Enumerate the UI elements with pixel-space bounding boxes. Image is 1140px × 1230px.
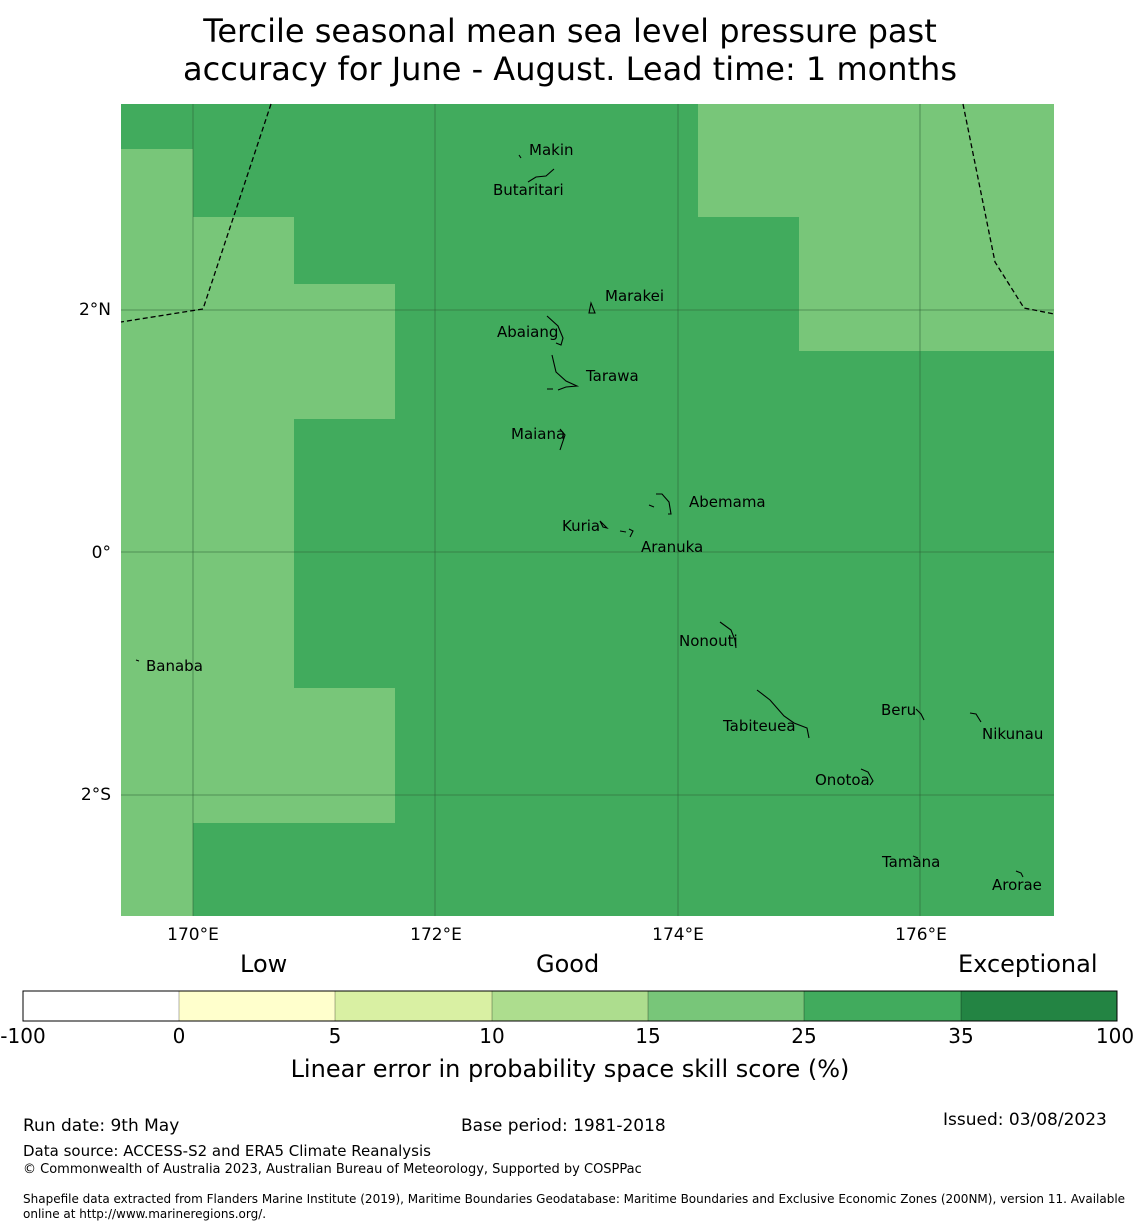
- island-label-banaba: Banaba: [146, 657, 203, 675]
- maiana-outline: [559, 428, 566, 451]
- butaritari-outline: [527, 168, 555, 183]
- tabiteuea-outline: [756, 689, 810, 739]
- axis-labels: 170°E 172°E 174°E 176°E 2°N 0° 2°S: [79, 300, 947, 945]
- island-label-nonouti: Nonouti: [679, 632, 738, 650]
- island-label-nikunau: Nikunau: [982, 725, 1043, 743]
- x-tick-176E: 176°E: [895, 925, 947, 945]
- skill-region-15-25-northeast: [698, 104, 1054, 351]
- colorbar-segment-15-25: [648, 991, 804, 1021]
- colorbar-segment-neg100-0: [23, 991, 179, 1021]
- abaiang-outline: [546, 315, 564, 346]
- island-label-butaritari: Butaritari: [493, 181, 564, 199]
- island-label-tamana: Tamana: [881, 853, 940, 871]
- colorbar: [22, 990, 1118, 1022]
- chart-title-line2: accuracy for June - August. Lead time: 1…: [183, 50, 957, 88]
- data-source: Data source: ACCESS-S2 and ERA5 Climate …: [23, 1142, 431, 1160]
- island-label-abemama: Abemama: [689, 493, 766, 511]
- island-label-onotoa: Onotoa: [815, 771, 870, 789]
- island-label-maiana: Maiana: [511, 425, 565, 443]
- colorbar-title: Linear error in probability space skill …: [290, 1055, 850, 1083]
- beru-outline: [915, 708, 925, 721]
- base-period: Base period: 1981-2018: [461, 1116, 666, 1136]
- x-tick-170E: 170°E: [167, 925, 219, 945]
- colorbar-segment-25-35: [804, 991, 961, 1021]
- colorbar-frame: [22, 990, 1118, 1022]
- shapefile-credit-line1: Shapefile data extracted from Flanders M…: [23, 1192, 1126, 1206]
- chart-title-line1: Tercile seasonal mean sea level pressure…: [203, 12, 937, 50]
- tamana-outline: [912, 855, 919, 859]
- colorbar-segment-10-15: [492, 991, 648, 1021]
- island-label-arorae: Arorae: [992, 876, 1042, 894]
- colorbar-label-low: Low: [240, 950, 288, 978]
- island-label-makin: Makin: [529, 141, 574, 159]
- colorbar-tick: 5: [328, 1024, 342, 1048]
- island-label-tarawa: Tarawa: [585, 367, 639, 385]
- island-label-marakei: Marakei: [605, 287, 664, 305]
- skill-region-15-25-west: [121, 149, 395, 916]
- run-date: Run date: 9th May: [23, 1116, 180, 1136]
- colorbar-tick: 25: [791, 1024, 817, 1048]
- island-outlines: [135, 154, 1024, 878]
- aranuka-outline: [619, 528, 634, 538]
- eez-boundary: [120, 103, 1055, 323]
- makin-outline: [518, 154, 522, 159]
- colorbar-tick: -100: [0, 1024, 46, 1048]
- colorbar-tick: 0: [172, 1024, 186, 1048]
- x-tick-172E: 172°E: [410, 925, 462, 945]
- island-label-kuria: Kuria: [562, 517, 600, 535]
- tarawa-outline: [547, 354, 580, 391]
- colorbar-tick: 35: [948, 1024, 974, 1048]
- colorbar-tick: 15: [635, 1024, 661, 1048]
- island-label-abaiang: Abaiang: [497, 323, 558, 341]
- marakei-outline: [588, 301, 596, 314]
- x-tick-174E: 174°E: [652, 925, 704, 945]
- island-label-aranuka: Aranuka: [641, 538, 703, 556]
- copyright: © Commonwealth of Australia 2023, Austra…: [23, 1162, 642, 1177]
- issued-date: Issued: 03/08/2023: [943, 1110, 1107, 1130]
- colorbar-label-exceptional: Exceptional: [958, 950, 1098, 978]
- island-labels: Makin Butaritari Marakei Abaiang Tarawa …: [146, 141, 1043, 894]
- nonouti-outline: [719, 621, 737, 649]
- onotoa-outline: [860, 768, 874, 786]
- colorbar-segment-35-100: [961, 991, 1117, 1021]
- island-label-beru: Beru: [881, 701, 916, 719]
- colorbar-tick: 10: [479, 1024, 505, 1048]
- banaba-outline: [135, 659, 140, 662]
- arorae-outline: [1015, 870, 1024, 878]
- kuria-outline: [599, 520, 609, 530]
- shapefile-credit-line2: online at http://www.marineregions.org/.: [23, 1207, 267, 1221]
- colorbar-segment-5-10: [335, 991, 492, 1021]
- nikunau-outline: [969, 712, 982, 723]
- abemama-outline: [648, 493, 672, 515]
- island-label-tabiteuea: Tabiteuea: [722, 717, 796, 735]
- y-tick-2S: 2°S: [81, 785, 111, 805]
- graticule: [121, 104, 1054, 916]
- colorbar-label-good: Good: [536, 950, 600, 978]
- y-tick-0: 0°: [92, 543, 111, 563]
- y-tick-2N: 2°N: [79, 300, 111, 320]
- colorbar-segment-0-5: [179, 991, 335, 1021]
- colorbar-tick: 100: [1095, 1024, 1135, 1048]
